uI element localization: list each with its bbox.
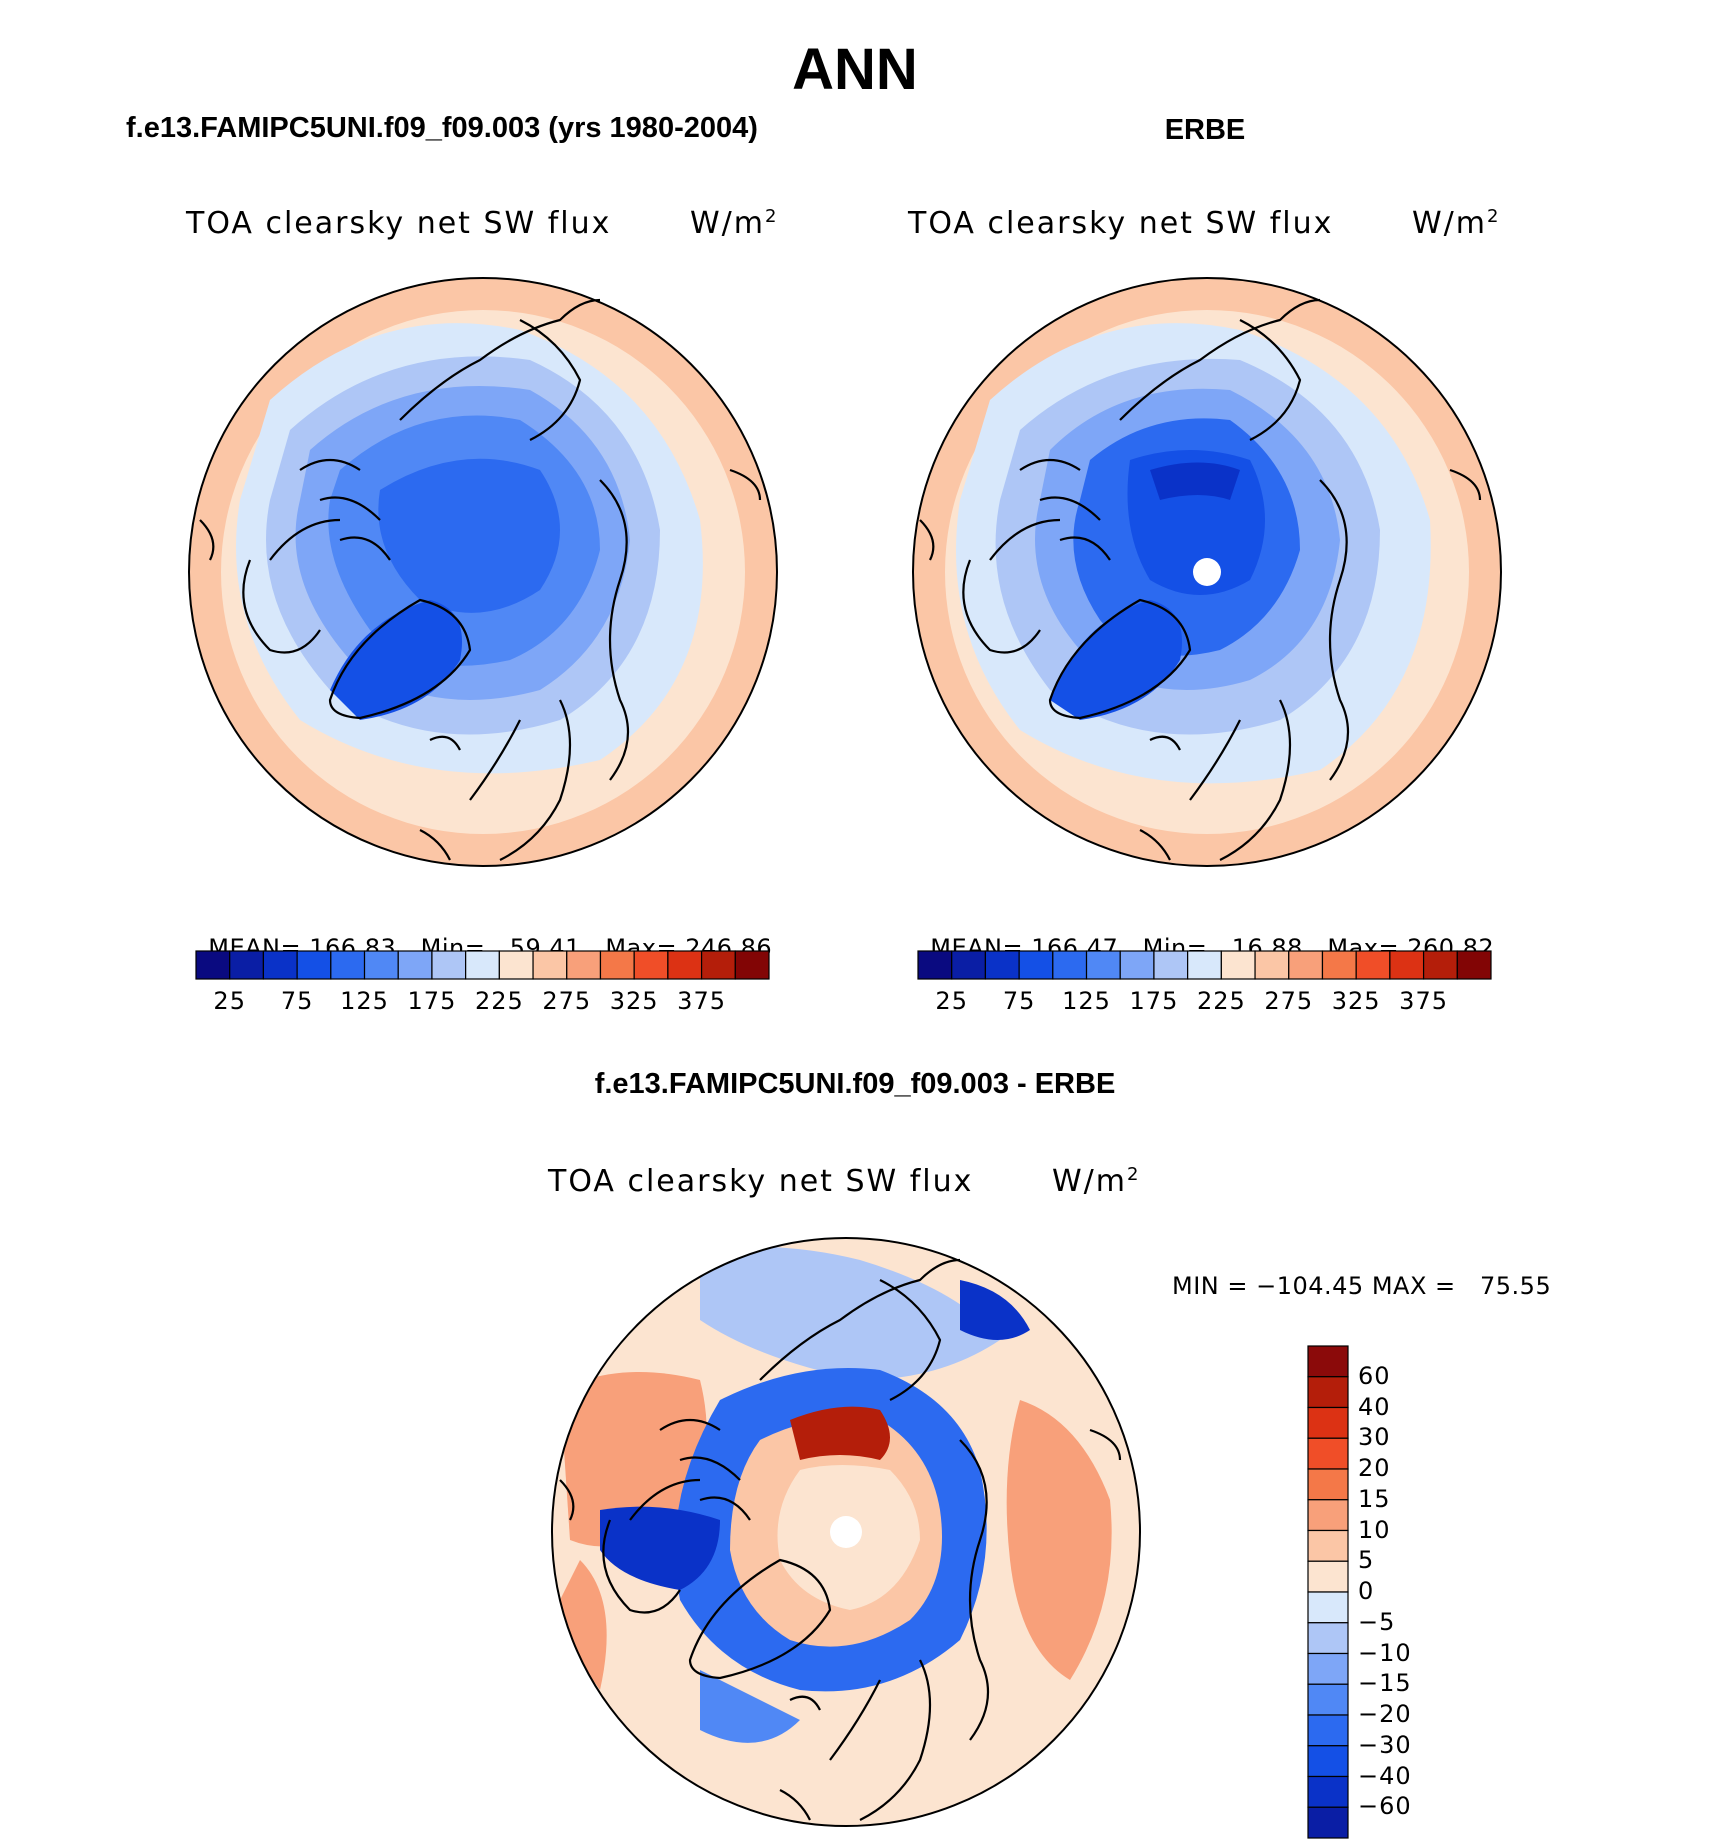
obs-colorbar-box: [1220, 950, 1256, 980]
model-colorbar-tick-label: 175: [407, 987, 457, 1015]
obs-colorbar-box: [1321, 950, 1357, 980]
obs-colorbar-box: [1085, 950, 1121, 980]
obs-colorbar-tick-label: 25: [935, 987, 968, 1015]
model-colorbar-box: [296, 950, 332, 980]
model-colorbar-tick-label: 375: [677, 987, 726, 1015]
model-polar-map: [188, 277, 778, 867]
diff-colorbar-tick-label: −15: [1358, 1669, 1412, 1698]
model-panel-title: f.e13.FAMIPC5UNI.f09_f09.003 (yrs 1980-2…: [126, 112, 758, 144]
diff-colorbar-box: [1307, 1683, 1349, 1716]
model-colorbar-box: [498, 950, 534, 980]
obs-colorbar-tick-label: 325: [1331, 987, 1381, 1015]
obs-colorbar-box: [1422, 950, 1458, 980]
obs-colorbar-box: [1153, 950, 1189, 980]
model-colorbar-box: [330, 950, 366, 980]
obs-colorbar-box: [1187, 950, 1222, 980]
obs-colorbar-tick-label: 375: [1399, 987, 1448, 1015]
diff-colorbar-box: [1307, 1468, 1349, 1501]
diff-colorbar-box: [1307, 1345, 1349, 1378]
obs-colorbar-tick-label: 125: [1062, 987, 1111, 1015]
obs-colorbar-box: [1288, 950, 1324, 980]
model-colorbar-box: [465, 950, 500, 980]
model-colorbar-box: [431, 950, 467, 980]
diff-colorbar-box: [1307, 1376, 1349, 1409]
diff-units-label: W/m2: [1052, 1164, 1141, 1199]
diff-colorbar-tick-label: −10: [1358, 1638, 1412, 1667]
model-colorbar-box: [599, 950, 635, 980]
obs-colorbar-tick-label: 175: [1129, 987, 1179, 1015]
model-colorbar-box: [397, 950, 433, 980]
obs-colorbar-box: [984, 950, 1020, 980]
diff-colorbar-box: [1307, 1714, 1349, 1747]
obs-colorbar-box: [1254, 950, 1290, 980]
model-colorbar-box: [229, 950, 265, 980]
figure-title: ANN: [792, 37, 918, 102]
model-colorbar-tick-label: 275: [542, 987, 592, 1015]
model-colorbar-box: [262, 950, 298, 980]
diff-colorbar-tick-label: 15: [1358, 1484, 1391, 1513]
model-colorbar-tick-label: 125: [340, 987, 389, 1015]
diff-colorbar-box: [1307, 1437, 1349, 1470]
model-colorbar-tick-label: 225: [474, 987, 524, 1015]
diff-colorbar-tick-label: −30: [1358, 1730, 1412, 1759]
diff-colorbar-box: [1307, 1652, 1349, 1685]
diff-polar-map: [551, 1237, 1141, 1827]
obs-colorbar-tick-label: 275: [1264, 987, 1314, 1015]
diff-colorbar-box: [1307, 1529, 1349, 1562]
obs-colorbar-box: [1456, 950, 1492, 980]
obs-colorbar-box: [917, 950, 953, 980]
model-colorbar-box: [667, 950, 703, 980]
obs-colorbar-box: [1052, 950, 1088, 980]
model-units-label: W/m2: [690, 206, 779, 241]
model-colorbar-tick-label: 325: [609, 987, 659, 1015]
model-colorbar-box: [363, 950, 399, 980]
obs-colorbar-box: [951, 950, 987, 980]
diff-colorbar-tick-label: 20: [1358, 1454, 1391, 1482]
model-colorbar-box: [532, 950, 568, 980]
diff-colorbar-tick-label: −20: [1358, 1700, 1412, 1728]
diff-colorbar-tick-label: 10: [1358, 1515, 1391, 1544]
diff-colorbar-tick-label: 30: [1358, 1423, 1391, 1452]
obs-units-label: W/m2: [1412, 206, 1501, 241]
model-colorbar-box: [566, 950, 602, 980]
diff-colorbar-box: [1307, 1622, 1349, 1655]
diff-colorbar: [1307, 1345, 1349, 1839]
obs-colorbar-box: [1119, 950, 1155, 980]
obs-colorbar-tick-label: 75: [1002, 987, 1036, 1015]
diff-colorbar-tick-label: −5: [1358, 1607, 1396, 1636]
diff-colorbar-box: [1307, 1560, 1349, 1593]
obs-colorbar-box: [1389, 950, 1425, 980]
obs-colorbar-box: [1018, 950, 1054, 980]
obs-variable-label: TOA clearsky net SW flux: [908, 206, 1334, 241]
diff-colorbar-tick-label: 5: [1358, 1546, 1375, 1575]
diff-colorbar-tick-label: 0: [1358, 1577, 1375, 1605]
model-colorbar-box: [195, 950, 231, 980]
diff-colorbar-tick-label: 60: [1358, 1361, 1391, 1390]
diff-variable-label: TOA clearsky net SW flux: [548, 1164, 974, 1199]
obs-colorbar-box: [1355, 950, 1391, 980]
diff-colorbar-box: [1307, 1775, 1349, 1808]
model-colorbar-box: [700, 950, 736, 980]
diff-colorbar-tick-label: 40: [1358, 1392, 1391, 1421]
obs-colorbar: [917, 950, 1492, 980]
obs-polar-map: [912, 277, 1502, 867]
diff-colorbar-box: [1307, 1745, 1349, 1778]
model-colorbar-tick-label: 75: [280, 987, 314, 1015]
model-colorbar-box: [633, 950, 669, 980]
diff-colorbar-box: [1307, 1806, 1349, 1839]
diff-minmax: MIN = −104.45 MAX = 75.55: [1172, 1272, 1552, 1300]
diff-colorbar-box: [1307, 1406, 1349, 1439]
model-colorbar-tick-label: 25: [213, 987, 246, 1015]
diff-colorbar-tick-label: −40: [1358, 1761, 1412, 1790]
obs-panel-title: ERBE: [1164, 114, 1246, 146]
diff-colorbar-box: [1307, 1591, 1349, 1624]
model-colorbar: [195, 950, 770, 980]
model-variable-label: TOA clearsky net SW flux: [186, 206, 612, 241]
diff-colorbar-box: [1307, 1499, 1349, 1532]
obs-colorbar-tick-label: 225: [1196, 987, 1246, 1015]
diff-colorbar-tick-label: −60: [1358, 1792, 1412, 1821]
diff-panel-title: f.e13.FAMIPC5UNI.f09_f09.003 - ERBE: [594, 1068, 1116, 1100]
model-colorbar-box: [734, 950, 770, 980]
